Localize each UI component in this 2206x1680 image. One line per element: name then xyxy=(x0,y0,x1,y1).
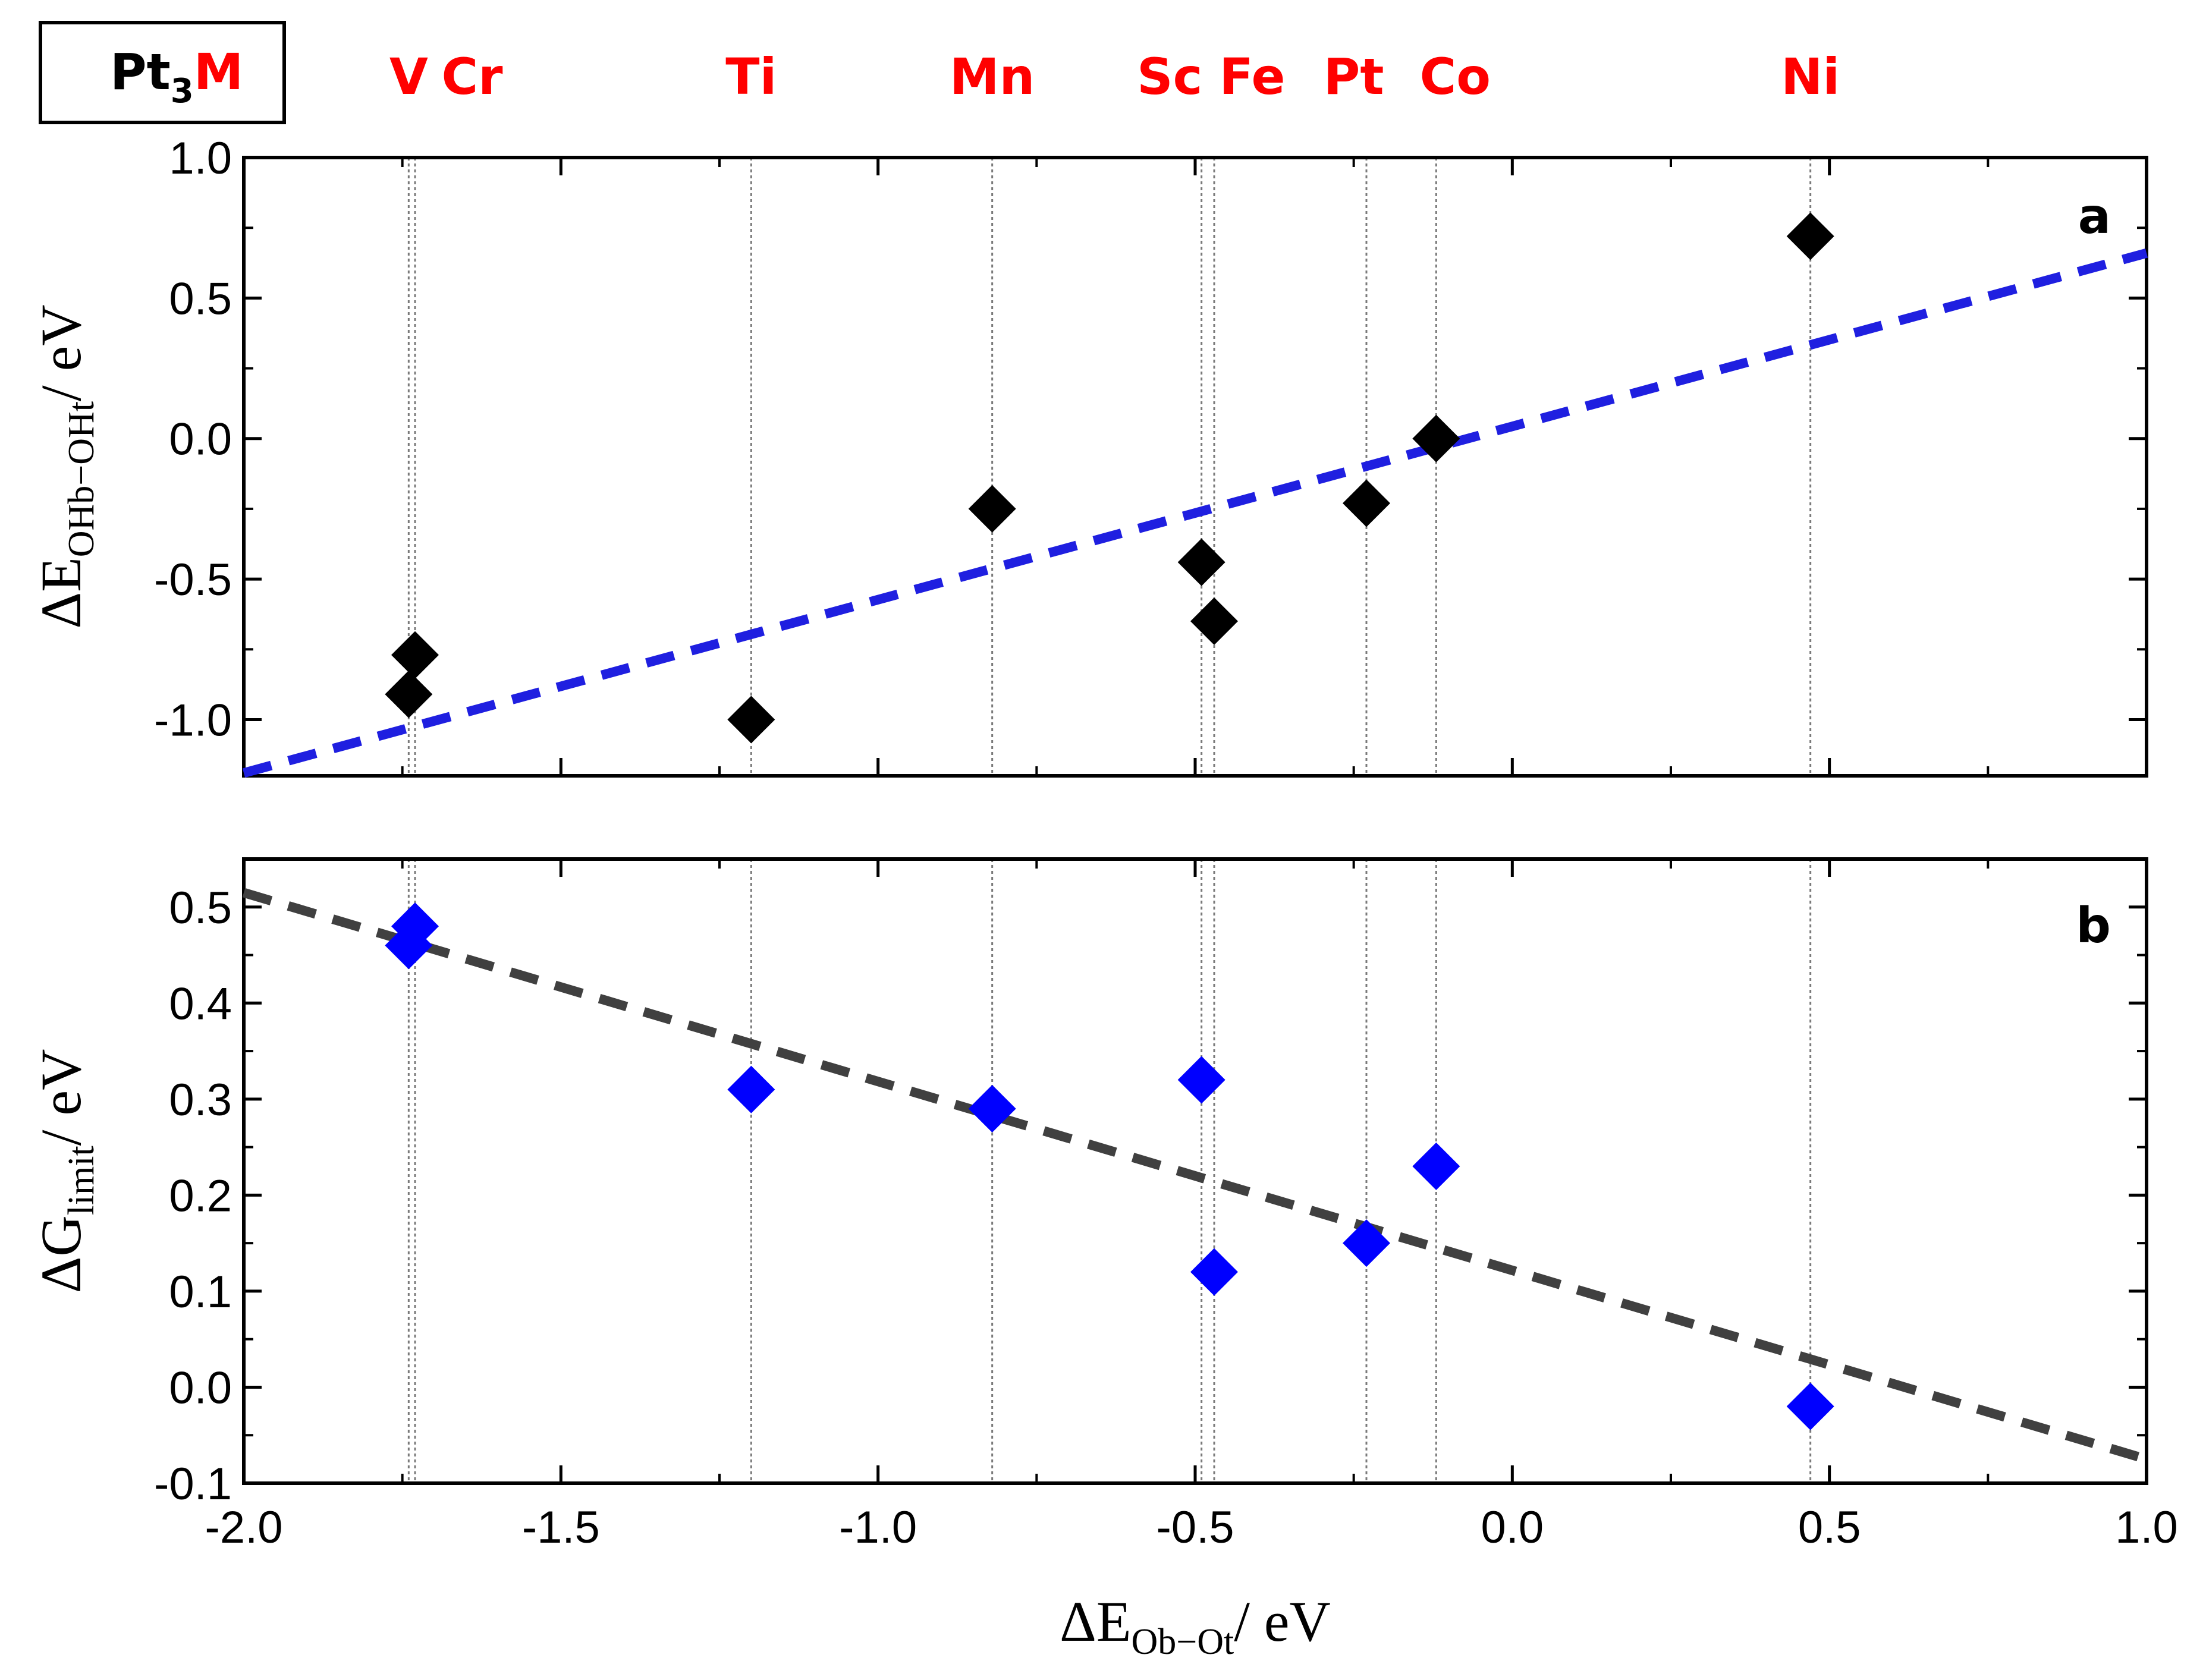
panel-b-point-sc xyxy=(1177,1056,1225,1104)
metal-label-cr: Cr xyxy=(441,48,503,106)
panel-a-point-sc xyxy=(1177,538,1225,586)
panel-a-ytick-label: -0.5 xyxy=(154,555,232,605)
metal-label-ti: Ti xyxy=(725,48,777,106)
x-tick-label: -0.5 xyxy=(1157,1502,1234,1553)
metal-label-sc: Sc xyxy=(1137,48,1202,106)
panel-b-point-cr xyxy=(391,902,439,951)
metal-label-v: V xyxy=(389,48,428,106)
panel-a-point-cr xyxy=(391,631,439,679)
metal-label-pt: Pt xyxy=(1324,48,1384,106)
panel-b-ylabel: ΔGlimit/ eV xyxy=(29,1049,102,1294)
compound-key-subscript: 3 xyxy=(171,72,194,111)
panel-a-ticks: 1.0 0.5 0.0 -0.5 -1.0 xyxy=(154,133,2148,776)
panel-b-point-ti xyxy=(727,1065,775,1113)
metal-guide-lines xyxy=(407,158,1812,1483)
panel-a-point-ni xyxy=(1786,212,1834,260)
x-tick-label: -1.0 xyxy=(839,1502,917,1553)
panel-b-ytick-label: 0.0 xyxy=(169,1363,232,1413)
panel-a-point-co xyxy=(1412,414,1460,463)
x-tick-label: 0.5 xyxy=(1798,1502,1861,1553)
metal-label-mn: Mn xyxy=(950,48,1035,106)
panel-b: 0.5 0.4 0.3 0.2 0.1 0.0 -0.1 b ΔGlimit/ eV xyxy=(29,857,2148,1509)
panel-b-ytick-label: 0.1 xyxy=(169,1267,232,1317)
x-axis: -2.0 -1.5 -1.0 -0.5 0.0 0.5 1.0 xyxy=(205,1502,2178,1553)
panel-a-ylabel-main: ΔE xyxy=(29,557,93,628)
metal-labels: V Cr Ti Mn Sc Fe Pt Co Ni xyxy=(389,48,1840,106)
compound-key-label: Pt3M xyxy=(110,43,243,111)
compound-key-base: Pt xyxy=(110,43,171,101)
panel-b-tag: b xyxy=(2076,898,2111,954)
metal-label-fe: Fe xyxy=(1220,48,1286,106)
panel-b-ytick-label: -0.1 xyxy=(154,1459,232,1509)
panel-b-point-fe xyxy=(1190,1248,1238,1296)
panel-a-ytick-label: 0.5 xyxy=(169,273,232,324)
panel-a-ylabel: ΔEOHb−OHt/ eV xyxy=(29,304,102,628)
metal-label-ni: Ni xyxy=(1781,48,1840,106)
panel-b-point-co xyxy=(1412,1142,1460,1190)
panel-b-ylabel-main: ΔG xyxy=(29,1215,93,1293)
panel-b-ylabel-unit: / eV xyxy=(29,1049,93,1146)
x-tick-label: 1.0 xyxy=(2115,1502,2178,1553)
compound-key-metal: M xyxy=(194,43,244,101)
x-axis-title-sub: Ob−Ot xyxy=(1132,1622,1234,1662)
panel-a-point-pt xyxy=(1343,479,1390,527)
panel-a: 1.0 0.5 0.0 -0.5 -1.0 a ΔEOHb−OHt/ eV xyxy=(29,133,2148,778)
panel-a-point-fe xyxy=(1190,597,1238,645)
compound-key: Pt3M xyxy=(39,21,286,124)
panel-a-ylabel-unit: / eV xyxy=(29,304,93,401)
panel-b-point-pt xyxy=(1343,1219,1390,1267)
panel-a-ylabel-sub: OHb−OHt xyxy=(61,401,102,557)
panel-a-fit-line xyxy=(242,248,2148,778)
panel-a-frame xyxy=(242,156,2148,778)
panel-b-ylabel-sub: limit xyxy=(61,1146,102,1215)
panel-b-ytick-label: 0.2 xyxy=(169,1171,232,1221)
panel-a-ytick-label: 1.0 xyxy=(169,133,232,184)
panel-a-fit xyxy=(242,248,2148,778)
metal-label-co: Co xyxy=(1420,48,1491,106)
panel-a-point-ti xyxy=(727,696,775,744)
panel-a-ytick-label: 0.0 xyxy=(169,414,232,465)
x-tick-label: 0.0 xyxy=(1481,1502,1544,1553)
panel-b-ytick-label: 0.4 xyxy=(169,979,232,1029)
panel-b-ytick-label: 0.5 xyxy=(169,883,232,933)
compound-key-box xyxy=(39,21,286,124)
panel-b-ticks: 0.5 0.4 0.3 0.2 0.1 0.0 -0.1 xyxy=(154,859,2148,1509)
panel-a-point-mn xyxy=(968,485,1016,533)
x-tick-label: -1.5 xyxy=(522,1502,600,1553)
x-axis-title-main: ΔE xyxy=(1060,1590,1131,1653)
panel-a-points xyxy=(385,212,1834,744)
panel-b-ytick-label: 0.3 xyxy=(169,1075,232,1125)
panel-a-tag: a xyxy=(2078,188,2111,245)
x-axis-title-unit: / eV xyxy=(1234,1590,1331,1653)
x-axis-title: ΔEOb−Ot/ eV xyxy=(1060,1590,1331,1662)
panel-b-point-mn xyxy=(968,1085,1016,1132)
panel-b-fit xyxy=(242,888,2148,1464)
x-tick-label: -2.0 xyxy=(205,1502,283,1553)
panel-b-fit-line xyxy=(242,888,2148,1464)
panel-b-point-ni xyxy=(1786,1382,1834,1430)
panel-b-points xyxy=(385,902,1834,1430)
panel-a-point-v xyxy=(385,670,433,718)
panel-a-ytick-label: -1.0 xyxy=(154,695,232,745)
